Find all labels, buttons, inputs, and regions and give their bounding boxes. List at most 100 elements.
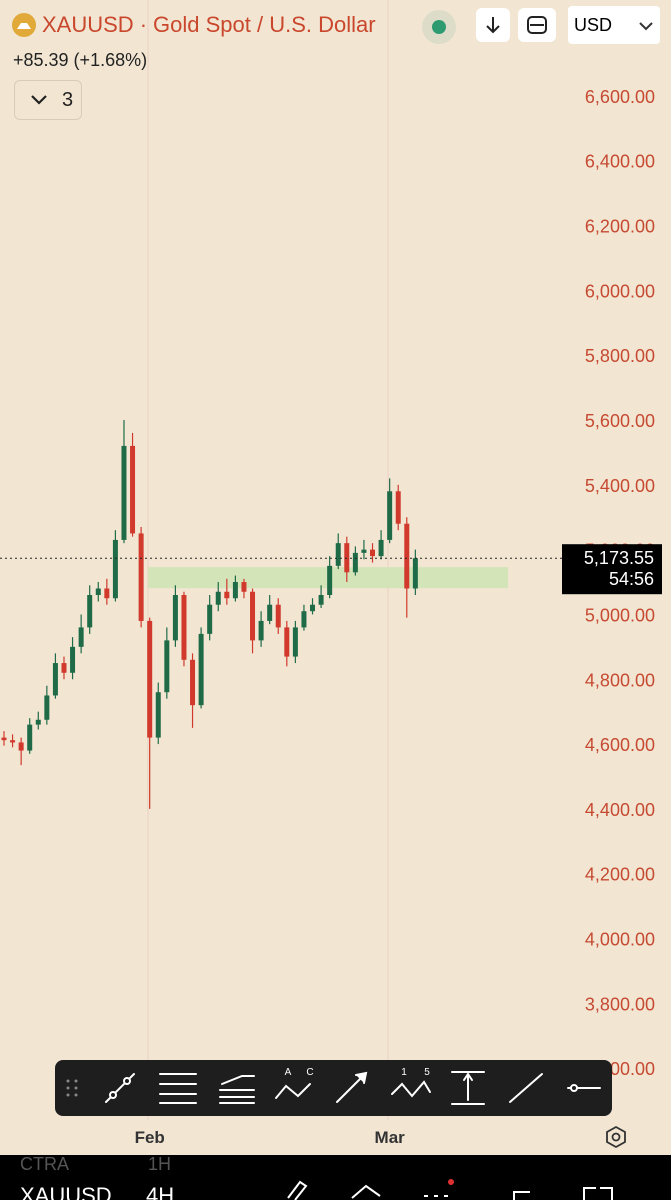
y-tick-label: 5,800.00 bbox=[585, 346, 655, 366]
candle-body bbox=[164, 640, 170, 693]
candle-body bbox=[198, 633, 204, 706]
y-tick-label: 5,000.00 bbox=[585, 605, 655, 625]
candle-body bbox=[224, 591, 230, 599]
symbol[interactable]: XAUUSD bbox=[42, 12, 134, 37]
candle-body bbox=[10, 740, 16, 743]
undo-icon[interactable] bbox=[513, 1191, 530, 1200]
candle-body bbox=[275, 604, 281, 628]
svg-text:1: 1 bbox=[401, 1067, 407, 1078]
y-tick-label: 5,600.00 bbox=[585, 411, 655, 431]
y-tick-label: 4,600.00 bbox=[585, 735, 655, 755]
price-change: +85.39 (+1.68%) bbox=[13, 50, 148, 70]
candle-body bbox=[95, 588, 101, 595]
fib-tool[interactable] bbox=[159, 1073, 197, 1104]
candle-body bbox=[52, 663, 58, 696]
y-tick-label: 6,600.00 bbox=[585, 87, 655, 107]
trend-line-tool[interactable] bbox=[105, 1073, 135, 1103]
candle-body bbox=[335, 543, 341, 566]
candle-body bbox=[155, 692, 161, 738]
candle-body bbox=[327, 565, 333, 595]
candle-body bbox=[387, 491, 393, 540]
y-tick-label: 6,200.00 bbox=[585, 217, 655, 237]
candle-body bbox=[35, 719, 41, 725]
horizontal-line-tool[interactable] bbox=[567, 1084, 601, 1092]
candle-body bbox=[181, 595, 187, 660]
candle-body bbox=[301, 611, 307, 628]
grip bbox=[66, 1079, 78, 1097]
candle-body bbox=[172, 595, 178, 641]
candle-body bbox=[361, 549, 367, 553]
candle-body bbox=[395, 491, 401, 524]
market-status[interactable] bbox=[422, 10, 456, 44]
bottom-symbol[interactable]: XAUUSD bbox=[20, 1183, 112, 1200]
indicators-toggle[interactable]: 3 bbox=[14, 80, 82, 120]
last-price-box bbox=[562, 544, 662, 595]
candle-body bbox=[241, 582, 247, 592]
pitchfork-tool[interactable] bbox=[219, 1075, 255, 1104]
countdown: 54:56 bbox=[609, 569, 654, 589]
candle-body bbox=[378, 539, 384, 557]
candle-body bbox=[44, 695, 50, 720]
candle-body bbox=[404, 523, 410, 589]
candle-body bbox=[207, 604, 213, 634]
y-tick-label: 4,400.00 bbox=[585, 800, 655, 820]
y-tick-label: 4,200.00 bbox=[585, 865, 655, 885]
y-tick-label: 5,400.00 bbox=[585, 476, 655, 496]
separator: · bbox=[139, 12, 148, 37]
prev-symbol: CTRA bbox=[20, 1154, 69, 1174]
status-dot bbox=[432, 20, 446, 34]
y-tick-label: 3,800.00 bbox=[585, 994, 655, 1014]
candle-body bbox=[250, 591, 256, 641]
draw-icon[interactable] bbox=[351, 1184, 381, 1199]
candle-body bbox=[258, 620, 264, 641]
candle-body bbox=[190, 659, 196, 706]
indicators-count: 3 bbox=[62, 89, 74, 111]
candle-body bbox=[130, 445, 136, 534]
candle-body bbox=[138, 533, 144, 621]
candle-body bbox=[61, 663, 67, 673]
candle-body bbox=[70, 646, 76, 673]
x-tick-label: Feb bbox=[135, 1128, 165, 1147]
y-tick-label: 4,000.00 bbox=[585, 930, 655, 950]
candle-body bbox=[232, 582, 238, 599]
candle-body bbox=[284, 627, 290, 657]
download-button[interactable] bbox=[476, 8, 510, 42]
candle-body bbox=[1, 737, 7, 741]
candle-body bbox=[215, 591, 221, 605]
currency-dropdown[interactable]: USD bbox=[568, 6, 660, 44]
bottom-interval[interactable]: 4H bbox=[146, 1183, 174, 1200]
prev-interval: 1H bbox=[148, 1154, 171, 1174]
candle-body bbox=[18, 742, 24, 751]
candle-body bbox=[112, 539, 118, 599]
candle-body bbox=[104, 588, 110, 599]
symbol-name: Gold Spot / U.S. Dollar bbox=[153, 12, 376, 37]
currency: USD bbox=[574, 15, 613, 35]
pencil-icon[interactable] bbox=[287, 1180, 308, 1200]
candle-body bbox=[27, 724, 33, 751]
candle-body bbox=[412, 558, 418, 589]
candle-body bbox=[370, 549, 376, 557]
ray-tool[interactable] bbox=[509, 1073, 543, 1103]
x-tick-label: Mar bbox=[375, 1128, 406, 1147]
layout-button[interactable] bbox=[518, 8, 556, 42]
fullscreen-icon[interactable] bbox=[583, 1187, 613, 1200]
plot: 3,600.003,800.004,000.004,200.004,400.00… bbox=[1, 87, 655, 1079]
candle-body bbox=[310, 604, 316, 612]
toolbar-bg bbox=[55, 1060, 612, 1116]
svg-text:A: A bbox=[285, 1067, 292, 1078]
settings-icon[interactable] bbox=[606, 1125, 626, 1149]
candle-body bbox=[147, 620, 153, 738]
y-tick-label: 4,800.00 bbox=[585, 670, 655, 690]
y-tick-label: 6,400.00 bbox=[585, 152, 655, 172]
bottom-bar bbox=[0, 1155, 671, 1200]
arrow-tool[interactable] bbox=[336, 1071, 368, 1103]
candle-body bbox=[121, 445, 127, 540]
candle-body bbox=[292, 627, 298, 657]
measure-tool[interactable] bbox=[451, 1071, 485, 1105]
symbol-logo bbox=[12, 13, 36, 37]
